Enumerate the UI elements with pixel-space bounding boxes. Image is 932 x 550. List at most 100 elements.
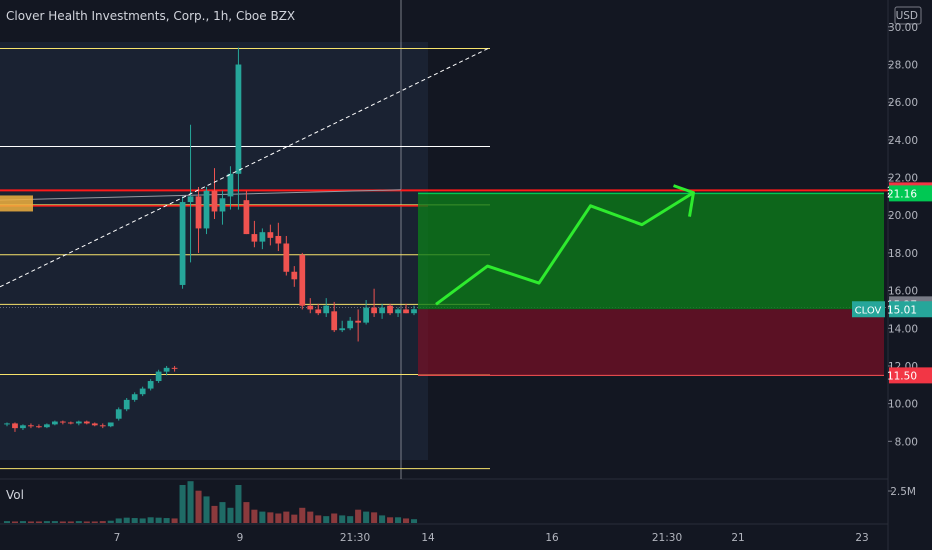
volume-bar — [11, 521, 19, 523]
candle-body — [36, 426, 42, 428]
candle — [347, 316, 354, 331]
axis-background — [889, 0, 932, 550]
projection-arrow — [435, 191, 695, 306]
volume-bar — [235, 485, 242, 523]
volume-bar — [291, 514, 298, 523]
x-tick-label: 16 — [545, 532, 559, 544]
candle-body — [75, 421, 82, 424]
currency-box — [894, 6, 922, 25]
price-label-box — [889, 301, 932, 318]
volume-bar — [323, 516, 330, 523]
candle — [107, 422, 114, 428]
candle-body — [195, 196, 202, 229]
candle-body — [4, 423, 10, 425]
candle-body — [20, 425, 26, 429]
y-tick-label: 16.00 — [888, 286, 918, 298]
candle-body — [379, 307, 385, 314]
candle — [171, 365, 178, 372]
y-tick-label: 26.00 — [888, 97, 918, 109]
position-zones — [418, 192, 884, 376]
candle — [275, 222, 282, 252]
candle-body — [275, 235, 282, 244]
candle — [355, 309, 362, 342]
candle — [227, 166, 234, 210]
x-tick-label: 23 — [855, 532, 868, 544]
candle-body — [243, 200, 250, 235]
volume-bars — [3, 481, 418, 523]
candle — [147, 379, 154, 391]
candle-body — [267, 232, 274, 238]
candle-body — [395, 309, 401, 314]
volume-bar — [27, 521, 34, 523]
candle — [75, 420, 82, 426]
candle — [235, 47, 242, 210]
volume-bar — [131, 518, 138, 523]
volume-bar — [171, 518, 178, 523]
candle-body — [171, 367, 178, 369]
x-tick-label: 7 — [114, 532, 121, 544]
volume-bar — [51, 521, 58, 523]
candle — [83, 420, 90, 425]
candle — [123, 397, 130, 412]
candle — [155, 369, 162, 383]
volume-bar — [410, 519, 418, 523]
y-tick-label: 14.00 — [888, 323, 918, 335]
candle — [36, 424, 42, 429]
candle — [307, 298, 314, 314]
volume-bar — [339, 515, 346, 523]
candle — [131, 392, 138, 402]
volume-bar — [355, 509, 362, 523]
price-label-box — [889, 185, 932, 202]
volume-bar — [347, 516, 354, 523]
candle-body — [115, 409, 122, 419]
candle — [283, 235, 290, 276]
candle-body — [91, 423, 98, 426]
candle-body — [355, 320, 362, 323]
candle-body — [52, 421, 58, 425]
candle-body — [187, 196, 194, 203]
volume-bar — [299, 507, 306, 523]
x-tick-label: 21:30 — [652, 532, 682, 544]
y-tick-label: 8.00 — [895, 436, 918, 448]
price-label: 11.50 — [887, 370, 917, 382]
volume-bar — [139, 518, 146, 523]
candle-body — [139, 388, 146, 395]
drawing-background — [0, 42, 428, 460]
volume-bar — [371, 512, 378, 523]
volume-bar — [91, 521, 98, 523]
candle-body — [363, 307, 369, 323]
candle — [387, 303, 393, 316]
candle — [44, 423, 50, 429]
volume-bar — [187, 481, 194, 523]
profit-zone — [418, 193, 884, 310]
candle — [139, 386, 146, 397]
candle — [115, 407, 122, 421]
candle-body — [307, 305, 314, 310]
y-tick-label: 24.00 — [888, 135, 918, 147]
volume-bar — [19, 521, 26, 523]
volume-bar — [379, 515, 386, 523]
candle-body — [211, 190, 218, 212]
chart-title: Clover Health Investments, Corp., 1h, Cb… — [6, 9, 296, 23]
candle-body — [227, 173, 234, 197]
candle — [211, 168, 218, 220]
candle — [315, 303, 322, 316]
candle-body — [387, 305, 393, 314]
candle — [163, 365, 170, 376]
candle-body — [339, 328, 346, 331]
candle — [251, 220, 258, 248]
candlesticks — [4, 47, 417, 432]
volume-bar — [219, 502, 226, 523]
volume-bar — [195, 490, 202, 523]
candle — [243, 190, 250, 235]
volume-bar — [43, 521, 50, 523]
x-tick-label: 9 — [237, 532, 244, 544]
candle-body — [291, 271, 298, 280]
candle-body — [123, 399, 130, 410]
candle-body — [235, 64, 242, 174]
candle — [395, 307, 401, 317]
candle-body — [219, 198, 226, 212]
volume-bar — [179, 485, 186, 523]
